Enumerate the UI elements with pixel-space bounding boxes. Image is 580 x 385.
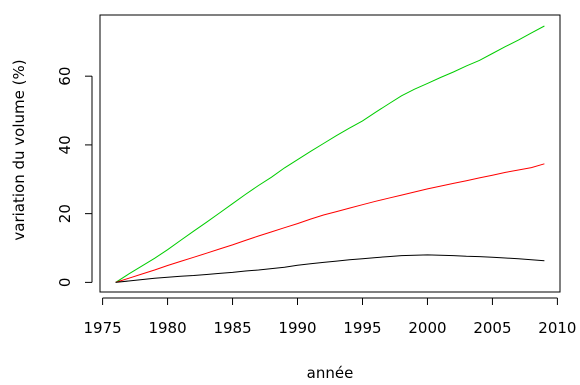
series-line-2	[115, 163, 545, 283]
x-tick-label-2010: 2010	[538, 319, 576, 337]
y-tick-label-20: 20	[56, 204, 74, 223]
x-tick-label-1980: 1980	[148, 319, 186, 337]
plot-frame	[99, 14, 561, 293]
x-tick-label-1985: 1985	[213, 319, 251, 337]
x-tick-label-2000: 2000	[408, 319, 446, 337]
series-line-1	[115, 25, 545, 283]
series-line-3	[115, 254, 545, 283]
y-axis-title: variation du volume (%)	[10, 59, 28, 240]
y-tick-label-0: 0	[56, 278, 74, 288]
x-tick-label-1990: 1990	[278, 319, 316, 337]
x-tick-label-2005: 2005	[473, 319, 511, 337]
y-tick-label-40: 40	[56, 135, 74, 154]
x-tick-label-1995: 1995	[343, 319, 381, 337]
x-axis-title: année	[307, 364, 354, 382]
x-tick-label-1975: 1975	[84, 319, 122, 337]
y-tick-label-60: 60	[56, 67, 74, 86]
